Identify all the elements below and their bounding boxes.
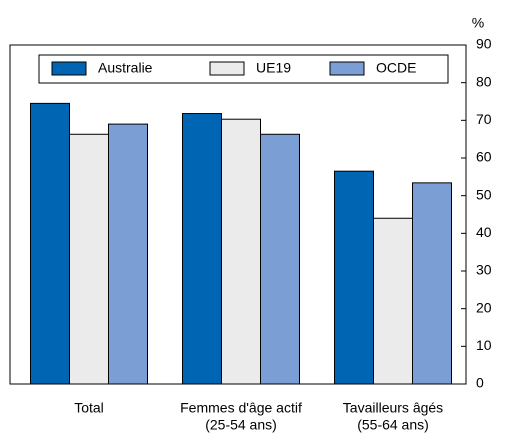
y-tick-label: 0	[476, 375, 484, 391]
legend-label: UE19	[256, 60, 291, 76]
legend-swatch	[209, 61, 245, 76]
bar	[373, 217, 413, 385]
bar	[221, 118, 261, 385]
y-tick-label: 30	[476, 262, 492, 278]
y-tick-label: 60	[476, 149, 492, 165]
y-tick-label: 10	[476, 337, 492, 353]
bar	[182, 113, 222, 385]
bar	[30, 102, 70, 385]
x-tick-label: Total	[74, 400, 104, 416]
y-unit: %	[472, 15, 484, 31]
y-tick-label: 70	[476, 111, 492, 127]
bar	[334, 170, 374, 385]
legend-swatch	[329, 61, 365, 76]
bar	[412, 182, 452, 385]
plot-frame	[9, 44, 467, 385]
y-tick-label: 20	[476, 299, 492, 315]
bar	[69, 133, 109, 385]
y-tick-label: 80	[476, 73, 492, 89]
y-tick-label: 50	[476, 186, 492, 202]
x-tick-label: (25-54 ans)	[205, 417, 277, 433]
x-tick-label: Femmes d'âge actif	[180, 400, 302, 416]
bar	[260, 133, 300, 385]
y-tick-label: 40	[476, 224, 492, 240]
x-tick-label: (55-64 ans)	[357, 417, 429, 433]
bar	[108, 123, 148, 385]
legend-swatch	[51, 61, 87, 76]
y-tick-label: 90	[476, 36, 492, 52]
x-tick-label: Tavailleurs âgés	[343, 400, 443, 416]
legend-label: Australie	[98, 60, 153, 76]
legend-label: OCDE	[376, 60, 416, 76]
